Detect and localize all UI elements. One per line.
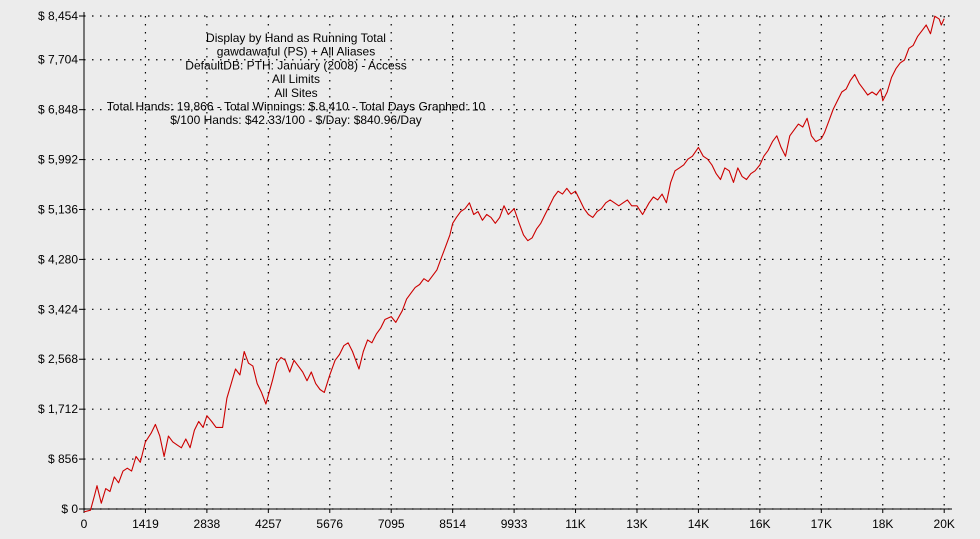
x-tick-label: 13K	[626, 517, 647, 531]
y-tick-label: $ 1,712	[38, 402, 78, 416]
y-tick-labels: $ 0 $ 856 $ 1,712 $ 2,568 $ 3,424 $ 4,280 $ 5,…	[38, 9, 78, 516]
x-tick-labels: 0 1419 2838 4257 5676 7095 8514 9933 11K 13K 14K 16…	[81, 517, 955, 531]
chart-title-line: gawdawaful (PS) + All Aliases	[217, 45, 375, 59]
chart-title-block: Display by Hand as Running Totalgawdawaf…	[107, 31, 486, 127]
axes	[79, 12, 952, 513]
y-tick-label: $ 0	[61, 502, 78, 516]
y-tick-label: $ 8,454	[38, 9, 78, 23]
chart-title-line: DefaultDB: PTH: January (2008) - Access	[185, 58, 406, 72]
x-tick-label: 17K	[811, 517, 832, 531]
x-tick-label: 9933	[501, 517, 528, 531]
y-tick-label: $ 5,992	[38, 153, 78, 167]
series-line	[83, 15, 945, 513]
chart-title-line: Display by Hand as Running Total	[206, 31, 386, 45]
y-tick-label: $ 6,848	[38, 103, 78, 117]
x-tick-label: 11K	[565, 517, 585, 531]
chart-title-line: Total Hands: 19,866 - Total Winnings: $ …	[107, 100, 486, 114]
chart-title-line: $/100 Hands: $42.33/100 - $/Day: $840.96…	[170, 113, 422, 127]
grid-lines	[84, 15, 950, 510]
chart-title-line: All Limits	[272, 72, 320, 86]
y-tick-label: $ 856	[48, 452, 78, 466]
series-lines	[83, 15, 945, 513]
y-tick-label: $ 2,568	[38, 352, 78, 366]
y-tick-label: $ 3,424	[38, 302, 78, 316]
chart-title-line: All Sites	[274, 86, 317, 100]
x-tick-label: 1419	[132, 517, 159, 531]
x-tick-label: 18K	[872, 517, 893, 531]
y-tick-label: $ 7,704	[38, 53, 78, 67]
y-tick-label: $ 4,280	[38, 252, 78, 266]
x-tick-label: 2838	[194, 517, 221, 531]
x-tick-label: 5676	[316, 517, 343, 531]
y-tick-label: $ 5,136	[38, 202, 78, 216]
x-tick-label: 20K	[934, 517, 955, 531]
x-tick-label: 4257	[255, 517, 282, 531]
x-tick-label: 8514	[439, 517, 466, 531]
x-tick-label: 14K	[688, 517, 709, 531]
x-tick-label: 16K	[749, 517, 770, 531]
x-tick-label: 7095	[378, 517, 405, 531]
x-tick-label: 0	[81, 517, 88, 531]
